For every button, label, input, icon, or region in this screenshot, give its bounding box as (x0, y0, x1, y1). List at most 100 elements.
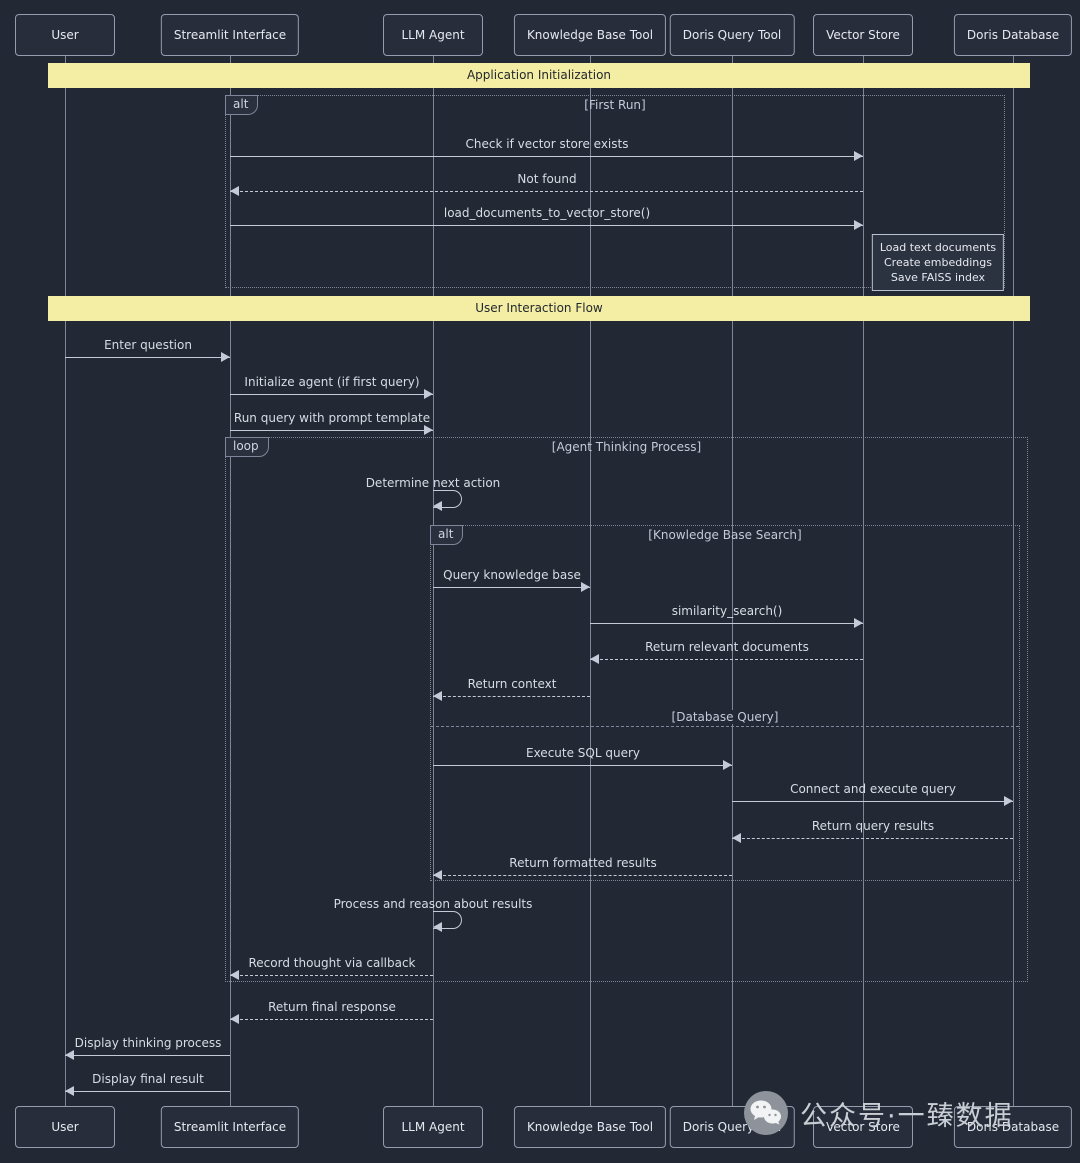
msg-return-formatted-results-arrowhead (433, 870, 442, 880)
msg-run-query-prompt-line (230, 430, 433, 431)
msg-not-found-line (230, 191, 863, 192)
msg-similarity-search-label: similarity_search() (671, 604, 783, 618)
msg-return-final-response-label: Return final response (268, 1000, 396, 1014)
frame-alt-knowledge-base-search: alt [Knowledge Base Search] [Database Qu… (430, 525, 1020, 881)
watermark: 公众号·一臻数据 (742, 1089, 1014, 1137)
msg-check-vector-store-arrowhead (854, 151, 863, 161)
msg-not-found-arrowhead (230, 186, 239, 196)
msg-record-thought-callback-line (230, 975, 433, 976)
msg-return-context-arrowhead (433, 691, 442, 701)
participant-bottom-vector-store: Vector Store (813, 1106, 913, 1148)
msg-return-final-response-line (230, 1019, 433, 1020)
note-vector-store: Load text documents Create embeddings Sa… (871, 234, 1005, 291)
msg-determine-next-action-selfloop (433, 490, 462, 508)
section-banner-user-interaction-flow: User Interaction Flow (48, 296, 1030, 321)
msg-process-reason-results-selfloop (433, 911, 462, 929)
msg-display-thinking-process-label: Display thinking process (74, 1036, 222, 1050)
msg-process-reason-results-label: Process and reason about results (333, 897, 533, 911)
msg-not-found-label: Not found (517, 172, 577, 186)
msg-determine-next-action-arrowhead (433, 501, 442, 511)
msg-check-vector-store-label: Check if vector store exists (465, 137, 629, 151)
msg-initialize-agent-label: Initialize agent (if first query) (244, 375, 420, 389)
msg-load-documents-line (230, 225, 863, 226)
msg-display-thinking-process-line (65, 1055, 230, 1056)
msg-return-relevant-documents-line (590, 659, 863, 660)
msg-return-relevant-documents-label: Return relevant documents (645, 640, 809, 654)
msg-record-thought-callback-label: Record thought via callback (248, 956, 416, 970)
msg-return-formatted-results-line (433, 875, 732, 876)
frame-loop-agent-thinking-condition: [Agent Thinking Process] (551, 440, 702, 454)
msg-record-thought-callback-arrowhead (230, 970, 239, 980)
msg-query-knowledge-base-line (433, 587, 590, 588)
wechat-icon (744, 1091, 788, 1135)
frame-alt-first-run-condition: [First Run] (584, 98, 646, 112)
note-line-3: Save FAISS index (890, 271, 986, 284)
msg-enter-question-label: Enter question (104, 338, 192, 352)
msg-display-final-result-arrowhead (65, 1086, 74, 1096)
msg-display-final-result-label: Display final result (92, 1072, 204, 1086)
msg-determine-next-action-label: Determine next action (365, 476, 501, 490)
participant-bottom-llm-agent: LLM Agent (383, 1106, 483, 1148)
frame-alt-else-divider (431, 726, 1019, 727)
watermark-text: 公众号·一臻数据 (800, 1100, 1014, 1132)
lifeline-streamlit (230, 56, 231, 1106)
frame-alt-knowledge-base-search-condition: [Knowledge Base Search] (648, 528, 802, 542)
section-banner-application-initialization: Application Initialization (48, 63, 1030, 88)
lifeline-doris-tool (732, 56, 733, 1106)
msg-return-context-line (433, 696, 590, 697)
participant-top-llm-agent: LLM Agent (383, 14, 483, 56)
frame-alt-first-run-tab: alt (225, 95, 259, 115)
msg-similarity-search-line (590, 623, 863, 624)
msg-connect-execute-query-arrowhead (1004, 796, 1013, 806)
msg-display-final-result-line (65, 1091, 230, 1092)
msg-load-documents-label: load_documents_to_vector_store() (443, 206, 651, 220)
msg-return-query-results-line (732, 838, 1013, 839)
note-line-2: Create embeddings (883, 256, 992, 269)
msg-display-thinking-process-arrowhead (65, 1050, 74, 1060)
msg-return-relevant-documents-arrowhead (590, 654, 599, 664)
msg-run-query-prompt-label: Run query with prompt template (233, 411, 431, 425)
frame-alt-else-condition: [Database Query] (666, 710, 784, 724)
msg-query-knowledge-base-label: Query knowledge base (443, 568, 581, 582)
msg-run-query-prompt-arrowhead (424, 425, 433, 435)
msg-return-query-results-arrowhead (732, 833, 741, 843)
participant-bottom-streamlit: Streamlit Interface (160, 1106, 300, 1148)
frame-loop-agent-thinking: loop [Agent Thinking Process] (225, 437, 1028, 982)
msg-execute-sql-query-arrowhead (723, 760, 732, 770)
participant-top-doris-db: Doris Database (953, 14, 1073, 56)
msg-query-knowledge-base-arrowhead (581, 582, 590, 592)
participant-top-user: User (15, 14, 115, 56)
msg-initialize-agent-line (230, 394, 433, 395)
msg-execute-sql-query-line (433, 765, 732, 766)
participant-bottom-doris-db: Doris Database (953, 1106, 1073, 1148)
msg-return-final-response-arrowhead (230, 1014, 239, 1024)
frame-alt-knowledge-base-search-tab: alt (430, 525, 464, 545)
lifeline-kb-tool (590, 56, 591, 1106)
participant-top-kb-tool: Knowledge Base Tool (513, 14, 667, 56)
lifeline-user (65, 56, 66, 1106)
lifeline-doris-db (1013, 56, 1014, 1106)
participant-top-streamlit: Streamlit Interface (160, 14, 300, 56)
msg-enter-question-line (65, 357, 230, 358)
msg-load-documents-arrowhead (854, 220, 863, 230)
msg-initialize-agent-arrowhead (424, 389, 433, 399)
msg-execute-sql-query-label: Execute SQL query (525, 746, 641, 760)
msg-enter-question-arrowhead (221, 352, 230, 362)
msg-return-context-label: Return context (467, 677, 557, 691)
participant-top-doris-tool: Doris Query Tool (669, 14, 795, 56)
participant-bottom-kb-tool: Knowledge Base Tool (513, 1106, 667, 1148)
lifeline-llm-agent (433, 56, 434, 1106)
msg-return-formatted-results-label: Return formatted results (509, 856, 657, 870)
frame-loop-agent-thinking-tab: loop (225, 437, 269, 457)
lifeline-vector-store (863, 56, 864, 1106)
msg-check-vector-store-line (230, 156, 863, 157)
note-line-1: Load text documents (879, 241, 997, 254)
msg-process-reason-results-arrowhead (433, 922, 442, 932)
msg-connect-execute-query-label: Connect and execute query (790, 782, 956, 796)
frame-alt-first-run: alt [First Run] (225, 95, 1005, 288)
msg-return-query-results-label: Return query results (811, 819, 935, 833)
msg-similarity-search-arrowhead (854, 618, 863, 628)
participant-top-vector-store: Vector Store (813, 14, 913, 56)
participant-bottom-user: User (15, 1106, 115, 1148)
